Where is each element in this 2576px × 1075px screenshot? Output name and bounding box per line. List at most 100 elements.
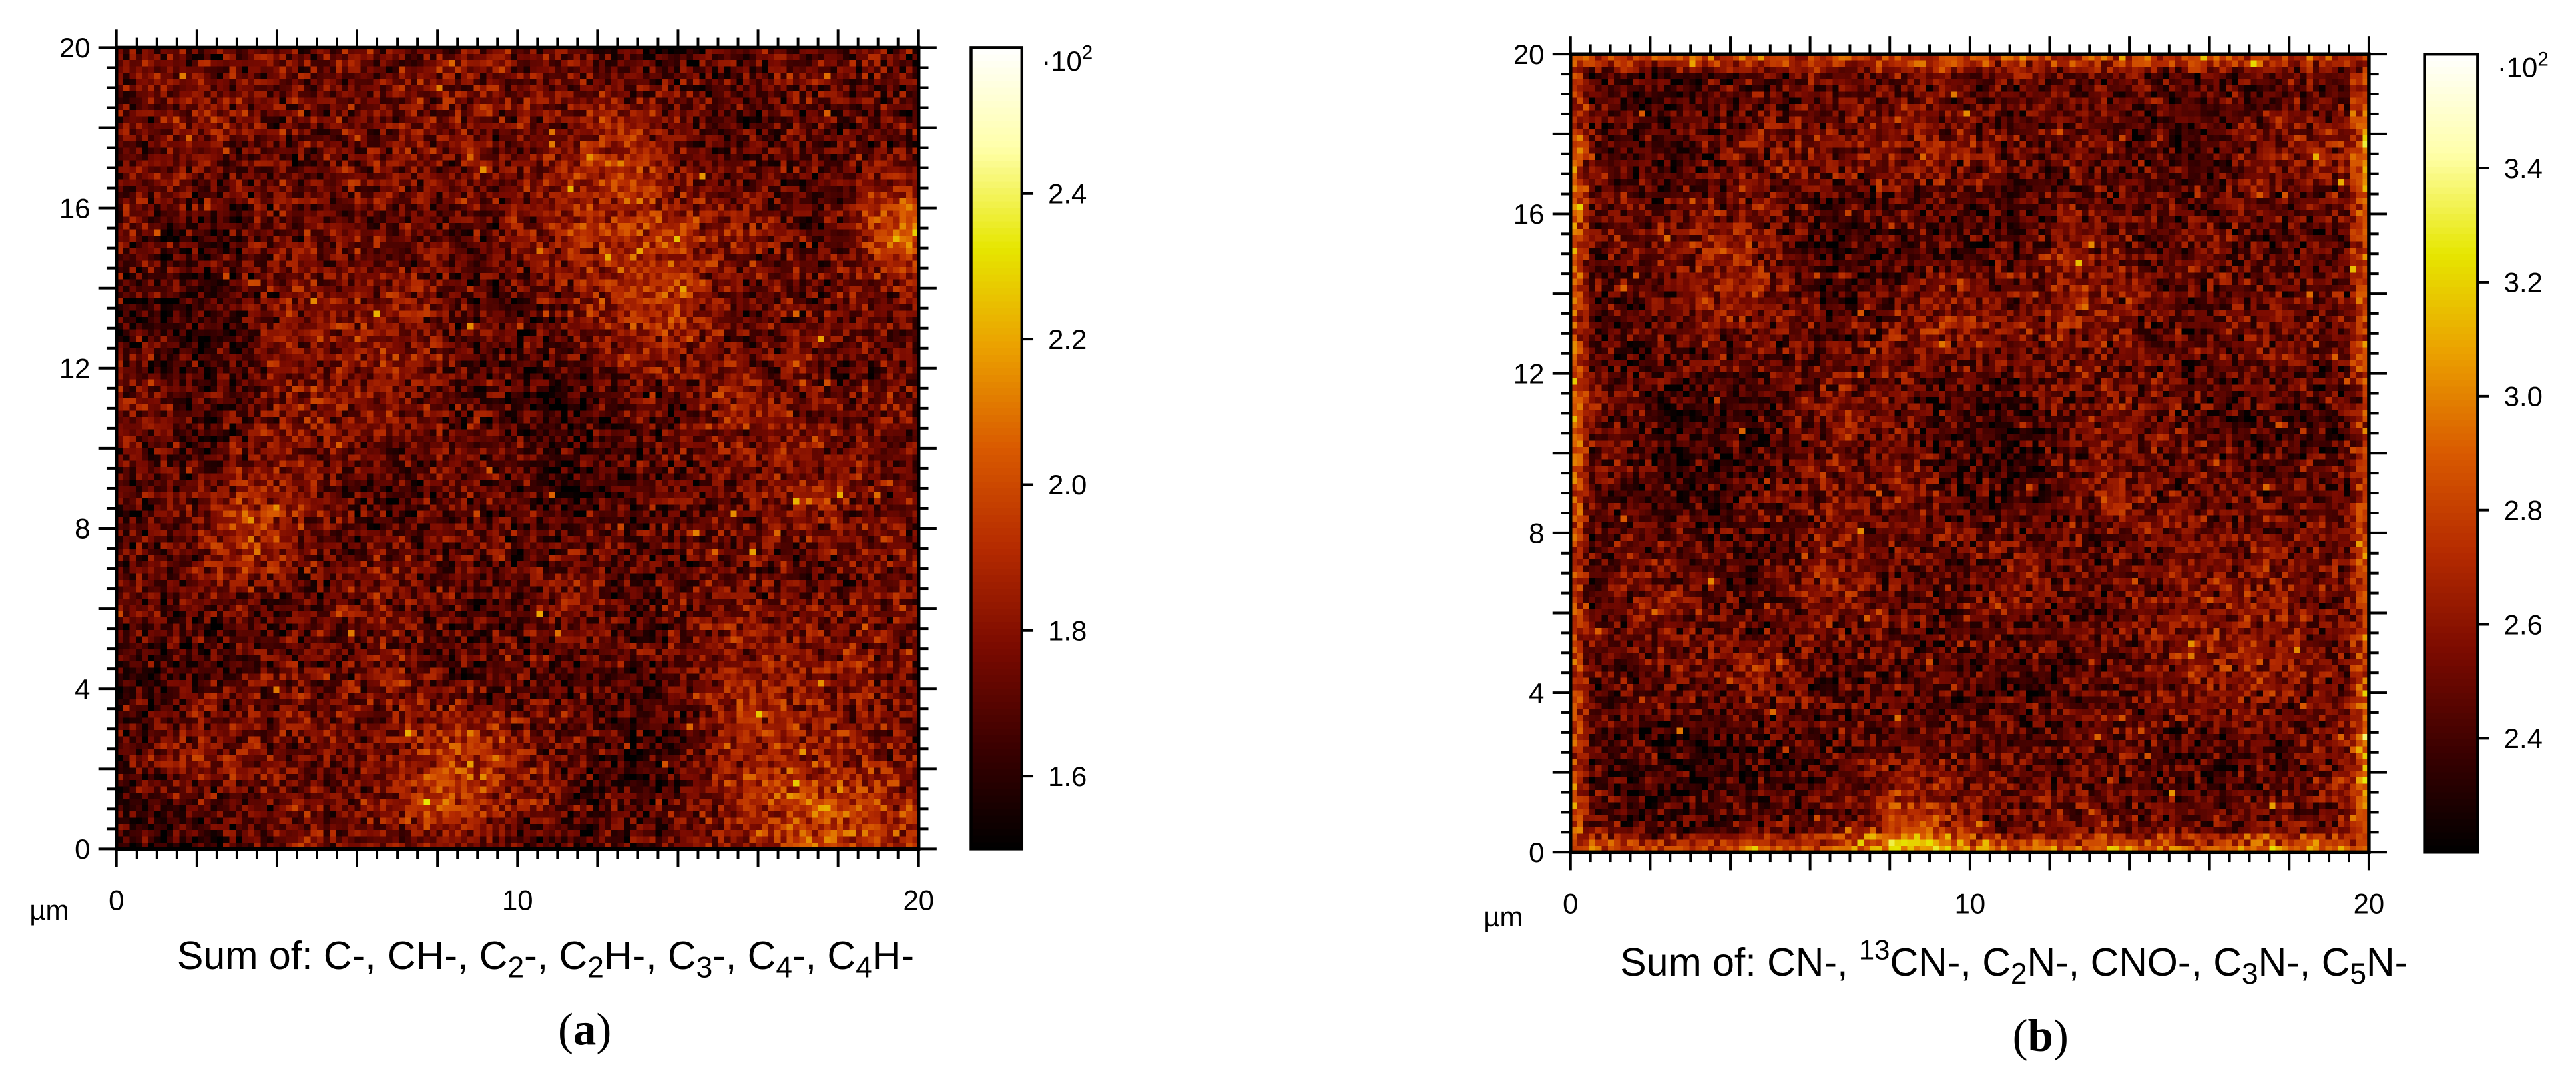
heatmap-cell (812, 67, 818, 73)
heatmap-cell (304, 73, 311, 79)
heatmap-cell (617, 97, 624, 104)
heatmap-cell (292, 79, 298, 85)
heatmap-cell (280, 79, 286, 85)
heatmap-cell (599, 54, 605, 61)
heatmap-cell (405, 97, 411, 104)
heatmap-cell (474, 60, 481, 67)
heatmap-cell (480, 60, 487, 67)
heatmap-cell (430, 60, 437, 67)
heatmap-cell (799, 67, 806, 73)
heatmap-cell (656, 54, 662, 61)
heatmap-cell (580, 97, 587, 104)
heatmap-cell (806, 60, 812, 67)
heatmap-cell (230, 60, 236, 67)
heatmap-cell (730, 54, 737, 61)
heatmap-cell (160, 91, 167, 98)
heatmap-cell (599, 104, 605, 111)
heatmap-cell (511, 79, 518, 85)
heatmap-cell (837, 85, 844, 92)
heatmap-cell (455, 104, 461, 111)
heatmap-cell (611, 54, 618, 61)
heatmap-cell (280, 104, 286, 111)
heatmap-cell (699, 85, 706, 92)
heatmap-cell (605, 67, 612, 73)
heatmap-cell (480, 85, 487, 92)
heatmap-cell (142, 54, 148, 61)
heatmap-cell (298, 67, 305, 73)
heatmap-cell (417, 104, 424, 111)
heatmap-cell (774, 85, 781, 92)
heatmap-cell (286, 97, 292, 104)
heatmap-cell (824, 85, 831, 92)
heatmap-cell (467, 97, 474, 104)
heatmap-cell (730, 104, 737, 111)
heatmap-cell (386, 73, 393, 79)
heatmap-cell (668, 91, 674, 98)
heatmap-cell (455, 91, 461, 98)
heatmap-cell (393, 73, 399, 79)
heatmap-cell (536, 104, 543, 111)
heatmap-cell (242, 104, 248, 111)
heatmap-cell (630, 73, 637, 79)
heatmap-cell (393, 79, 399, 85)
heatmap-cell (261, 54, 268, 61)
heatmap-cell (393, 85, 399, 92)
heatmap-cell (843, 97, 850, 104)
heatmap-cell (712, 97, 718, 104)
heatmap-cell (774, 60, 781, 67)
heatmap-cell (154, 85, 161, 92)
heatmap-cell (411, 97, 418, 104)
heatmap-cell (680, 79, 687, 85)
heatmap-cell (637, 97, 643, 104)
heatmap-cell (273, 67, 280, 73)
heatmap-cell (393, 97, 399, 104)
heatmap-cell (354, 60, 361, 67)
heatmap-cell (261, 60, 268, 67)
heatmap-cell (830, 60, 837, 67)
heatmap-cell (793, 67, 800, 73)
heatmap-cell (505, 91, 511, 98)
heatmap-cell (662, 73, 668, 79)
heatmap-cell (593, 91, 599, 98)
heatmap-cell (605, 97, 612, 104)
heatmap-cell (561, 79, 568, 85)
heatmap-cell (467, 60, 474, 67)
heatmap-cell (173, 85, 180, 92)
heatmap-cell (217, 79, 224, 85)
heatmap-cell (656, 104, 662, 111)
heatmap-cell (267, 67, 274, 73)
heatmap-cell (543, 85, 549, 92)
heatmap-cell (361, 54, 368, 61)
heatmap-cell (280, 97, 286, 104)
heatmap-cell (818, 54, 825, 61)
heatmap-cell (292, 67, 298, 73)
heatmap-cell (261, 97, 268, 104)
heatmap-cell (793, 97, 800, 104)
heatmap-cell (424, 54, 431, 61)
heatmap-cell (793, 54, 800, 61)
heatmap-cell (405, 85, 411, 92)
heatmap-cell (599, 79, 605, 85)
heatmap-cell (342, 91, 349, 98)
heatmap-cell (880, 60, 887, 67)
heatmap-cell (330, 85, 336, 92)
heatmap-cell (906, 85, 913, 92)
heatmap-cell (624, 85, 631, 92)
heatmap-cell (361, 60, 368, 67)
heatmap-cell (536, 91, 543, 98)
heatmap-cell (123, 54, 130, 61)
heatmap-cell (261, 91, 268, 98)
heatmap-cell (130, 67, 136, 73)
heatmap-cell (730, 60, 737, 67)
heatmap-cell (549, 104, 555, 111)
heatmap-cell (336, 85, 342, 92)
heatmap-cell (643, 91, 650, 98)
heatmap-cell (142, 97, 148, 104)
heatmap-cell (737, 67, 744, 73)
heatmap-cell (762, 60, 768, 67)
heatmap-cell (511, 104, 518, 111)
heatmap-cell (317, 79, 324, 85)
heatmap-cell (217, 85, 224, 92)
heatmap-cell (643, 67, 650, 73)
heatmap-cell (837, 73, 844, 79)
